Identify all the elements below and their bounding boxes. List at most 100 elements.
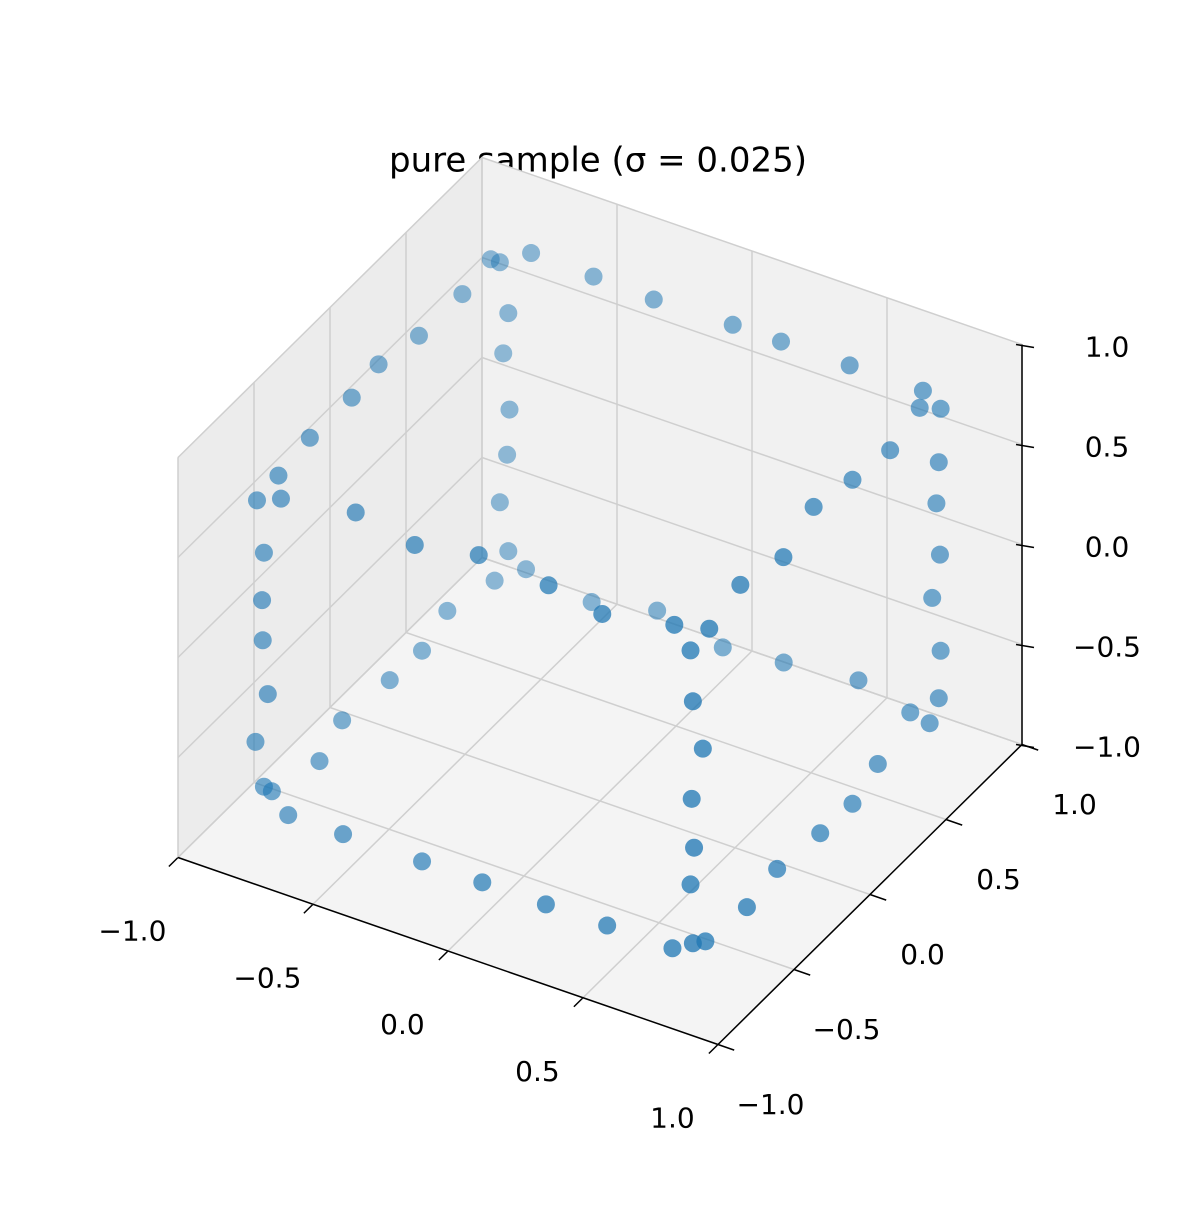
data-point bbox=[931, 641, 950, 660]
z-tick bbox=[1015, 743, 1035, 749]
z-tick-label: 0.0 bbox=[1085, 531, 1130, 564]
data-point bbox=[598, 916, 617, 935]
data-point bbox=[517, 560, 536, 579]
data-point bbox=[246, 732, 265, 751]
data-point bbox=[663, 939, 682, 958]
data-point bbox=[254, 543, 273, 562]
data-point bbox=[405, 535, 424, 554]
data-point bbox=[683, 934, 702, 953]
data-point bbox=[849, 671, 868, 690]
data-point bbox=[498, 445, 517, 464]
grid-line bbox=[177, 556, 483, 859]
y-tick-label: 1.0 bbox=[1052, 788, 1097, 821]
data-point bbox=[346, 503, 365, 522]
data-point bbox=[582, 593, 601, 612]
data-point bbox=[843, 794, 862, 813]
data-point bbox=[300, 428, 319, 447]
grid-line bbox=[481, 456, 1023, 646]
data-point bbox=[310, 752, 329, 771]
data-point bbox=[473, 873, 492, 892]
data-point bbox=[409, 326, 428, 345]
grid-line bbox=[177, 156, 483, 459]
data-point bbox=[481, 250, 500, 269]
grid-line bbox=[177, 256, 483, 559]
data-point bbox=[927, 494, 946, 513]
data-point bbox=[929, 689, 948, 708]
x-tick-label: −1.0 bbox=[98, 915, 166, 948]
data-point bbox=[811, 824, 830, 843]
data-point bbox=[930, 545, 949, 564]
data-point bbox=[931, 399, 950, 418]
data-point bbox=[593, 604, 612, 623]
z-tick bbox=[1015, 643, 1035, 649]
z-tick bbox=[1015, 343, 1035, 349]
data-point bbox=[279, 806, 298, 825]
y-axis-line bbox=[717, 743, 1023, 1046]
y-tick-label: 0.0 bbox=[900, 938, 945, 971]
data-point bbox=[334, 825, 353, 844]
x-tick bbox=[708, 1043, 719, 1055]
data-point bbox=[868, 754, 887, 773]
data-point bbox=[737, 898, 756, 917]
grid-line bbox=[177, 356, 483, 659]
data-point bbox=[453, 285, 472, 304]
z-tick bbox=[1015, 543, 1035, 549]
data-point bbox=[731, 575, 750, 594]
data-point bbox=[269, 466, 288, 485]
data-point bbox=[920, 714, 939, 733]
data-point bbox=[683, 692, 702, 711]
data-point bbox=[648, 601, 667, 620]
grid-line bbox=[481, 256, 1023, 446]
data-point bbox=[248, 491, 266, 510]
data-point bbox=[840, 356, 859, 375]
x-tick bbox=[573, 997, 584, 1008]
z-tick bbox=[1015, 443, 1035, 449]
data-point bbox=[929, 453, 948, 472]
x-tick-label: 0.0 bbox=[380, 1008, 425, 1041]
y-tick-label: −1.0 bbox=[737, 1088, 805, 1121]
grid-line bbox=[405, 631, 947, 821]
y-tick-label: −0.5 bbox=[813, 1013, 881, 1046]
grid-line bbox=[481, 356, 1023, 546]
x-tick-label: 1.0 bbox=[650, 1102, 695, 1135]
data-point bbox=[536, 895, 555, 914]
x-tick bbox=[438, 950, 449, 961]
data-point bbox=[469, 546, 488, 565]
data-point bbox=[772, 332, 790, 351]
data-point bbox=[693, 739, 712, 758]
data-point bbox=[500, 400, 519, 419]
data-point bbox=[910, 398, 929, 417]
data-point bbox=[369, 355, 388, 374]
data-point bbox=[253, 591, 272, 610]
data-point bbox=[254, 777, 273, 796]
z-tick-label: 0.5 bbox=[1085, 431, 1130, 464]
data-point bbox=[380, 671, 399, 690]
x-tick bbox=[303, 903, 314, 914]
y-tick-label: 0.5 bbox=[976, 863, 1021, 896]
data-point bbox=[713, 638, 732, 657]
y-tick bbox=[717, 1043, 735, 1051]
y-tick bbox=[869, 893, 887, 901]
data-point bbox=[682, 789, 701, 808]
chart-title: pure sample (σ = 0.025) bbox=[389, 141, 807, 181]
y-tick bbox=[945, 818, 963, 826]
data-point bbox=[843, 470, 862, 489]
data-point bbox=[539, 576, 558, 595]
data-point bbox=[700, 619, 719, 638]
grid-line bbox=[481, 556, 1023, 746]
data-point bbox=[499, 542, 518, 561]
data-point bbox=[490, 493, 509, 512]
data-point bbox=[413, 641, 431, 660]
data-point bbox=[253, 631, 272, 650]
z-tick-label: −1.0 bbox=[1073, 731, 1141, 764]
data-point bbox=[333, 711, 352, 730]
data-point bbox=[413, 852, 432, 871]
data-point bbox=[901, 703, 920, 722]
data-point bbox=[881, 441, 900, 460]
data-point bbox=[258, 685, 277, 704]
data-point bbox=[774, 653, 793, 672]
data-point bbox=[774, 548, 793, 567]
data-point bbox=[584, 267, 603, 286]
